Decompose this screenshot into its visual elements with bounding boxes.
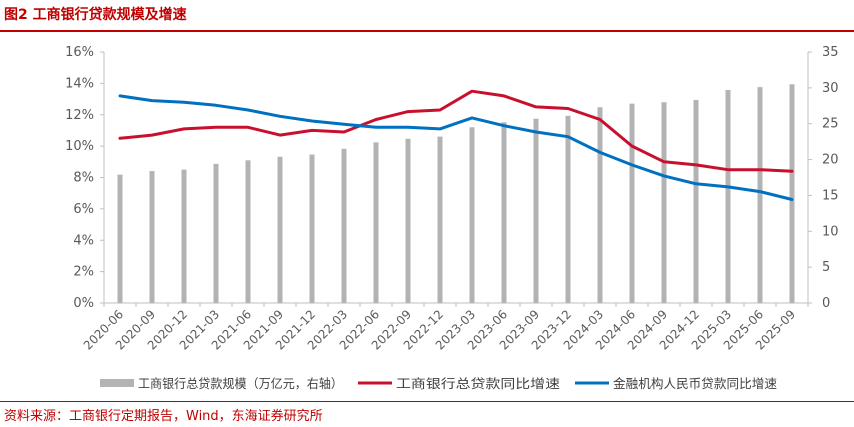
right-tick-label: 25	[822, 117, 839, 132]
chart-axes: 0%2%4%6%8%10%12%14%16%051015202530352020…	[65, 45, 838, 353]
loan-volume-bar	[245, 160, 251, 303]
loan-volume-bar	[437, 136, 443, 303]
figure-title: 图2 工商银行贷款规模及增速	[4, 7, 187, 23]
left-tick-label: 14%	[65, 76, 94, 91]
right-tick-label: 5	[822, 260, 830, 275]
loan-volume-bar	[725, 90, 731, 303]
icbc-loan-growth-line	[118, 89, 794, 173]
left-tick-label: 8%	[73, 171, 94, 186]
left-tick-label: 2%	[73, 265, 94, 280]
chart-legend: 工商银行总贷款规模（万亿元，右轴） 工商银行总贷款同比增速 金融机构人民币贷款同比增…	[100, 376, 777, 391]
legend-label: 工商银行总贷款规模（万亿元，右轴）	[138, 376, 343, 391]
legend-label: 工商银行总贷款同比增速	[396, 376, 561, 391]
loan-volume-bar	[181, 169, 187, 303]
left-tick-label: 0%	[73, 296, 94, 311]
legend-label: 金融机构人民币贷款同比增速	[613, 376, 777, 391]
right-tick-label: 30	[822, 81, 839, 96]
loan-chart: 0%2%4%6%8%10%12%14%16%051015202530352020…	[65, 45, 838, 391]
loan-volume-bar	[213, 163, 219, 303]
title-rule	[0, 30, 854, 32]
financial-loan-growth-line	[118, 94, 794, 201]
loan-volume-bar	[661, 102, 667, 303]
right-tick-label: 35	[822, 45, 839, 60]
loan-volume-bar	[373, 142, 379, 303]
loan-volume-bar	[597, 107, 603, 303]
loan-volume-bar	[309, 154, 315, 303]
bar-series	[117, 84, 795, 304]
loan-volume-bar	[565, 115, 571, 303]
left-tick-label: 16%	[65, 45, 94, 60]
legend-bar-swatch	[100, 379, 134, 387]
left-tick-label: 10%	[65, 139, 94, 154]
left-tick-label: 6%	[73, 202, 94, 217]
loan-volume-bar	[693, 100, 699, 303]
loan-volume-bar	[789, 84, 795, 304]
right-tick-label: 15	[822, 188, 839, 203]
loan-volume-bar	[533, 118, 539, 304]
line-series	[118, 89, 794, 201]
right-tick-label: 10	[822, 224, 839, 239]
loan-volume-bar	[149, 171, 155, 303]
loan-volume-bar	[117, 174, 123, 303]
source-rule	[0, 401, 854, 402]
loan-volume-bar	[469, 127, 475, 303]
loan-volume-bar	[277, 156, 283, 303]
left-tick-label: 4%	[73, 233, 94, 248]
loan-volume-bar	[405, 138, 411, 303]
loan-volume-bar	[757, 87, 763, 303]
loan-volume-bar	[341, 148, 347, 303]
right-tick-label: 20	[822, 153, 839, 168]
loan-volume-bar	[629, 103, 635, 304]
source-note: 资料来源：工商银行定期报告，Wind，东海证券研究所	[4, 409, 323, 424]
left-tick-label: 12%	[65, 108, 94, 123]
loan-volume-bar	[501, 122, 507, 303]
right-tick-label: 0	[822, 296, 830, 311]
